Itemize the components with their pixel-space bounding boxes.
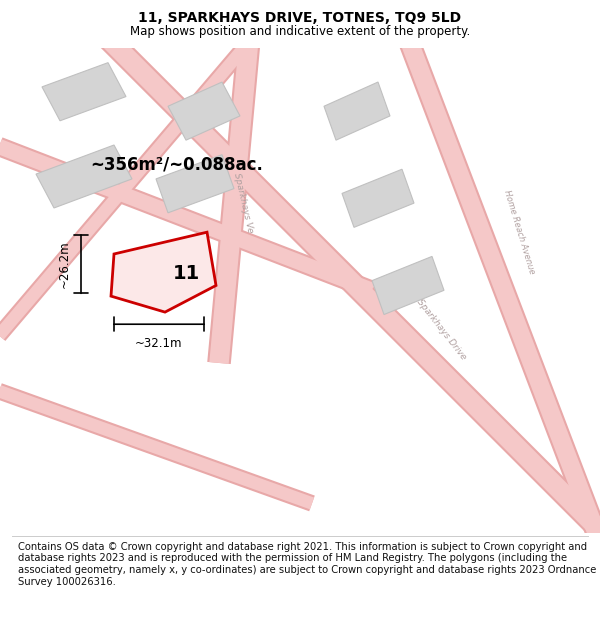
Text: Map shows position and indicative extent of the property.: Map shows position and indicative extent… [130, 24, 470, 38]
Polygon shape [342, 169, 414, 228]
Polygon shape [36, 145, 132, 208]
Polygon shape [324, 82, 390, 140]
Polygon shape [111, 232, 216, 312]
Text: Sparkhays Drive: Sparkhays Drive [415, 297, 467, 361]
Text: ~356m²/~0.088ac.: ~356m²/~0.088ac. [91, 156, 263, 173]
Text: ~26.2m: ~26.2m [58, 241, 71, 288]
Polygon shape [156, 154, 234, 212]
Text: ~32.1m: ~32.1m [135, 337, 183, 350]
Text: 11, SPARKHAYS DRIVE, TOTNES, TQ9 5LD: 11, SPARKHAYS DRIVE, TOTNES, TQ9 5LD [139, 11, 461, 24]
Text: Contains OS data © Crown copyright and database right 2021. This information is : Contains OS data © Crown copyright and d… [18, 542, 596, 586]
Polygon shape [168, 82, 240, 140]
Text: Home Reach Avenue: Home Reach Avenue [502, 189, 536, 275]
Polygon shape [42, 62, 126, 121]
Text: 11: 11 [172, 264, 200, 283]
Text: Sparkhays Ve: Sparkhays Ve [232, 173, 254, 234]
Polygon shape [372, 256, 444, 314]
